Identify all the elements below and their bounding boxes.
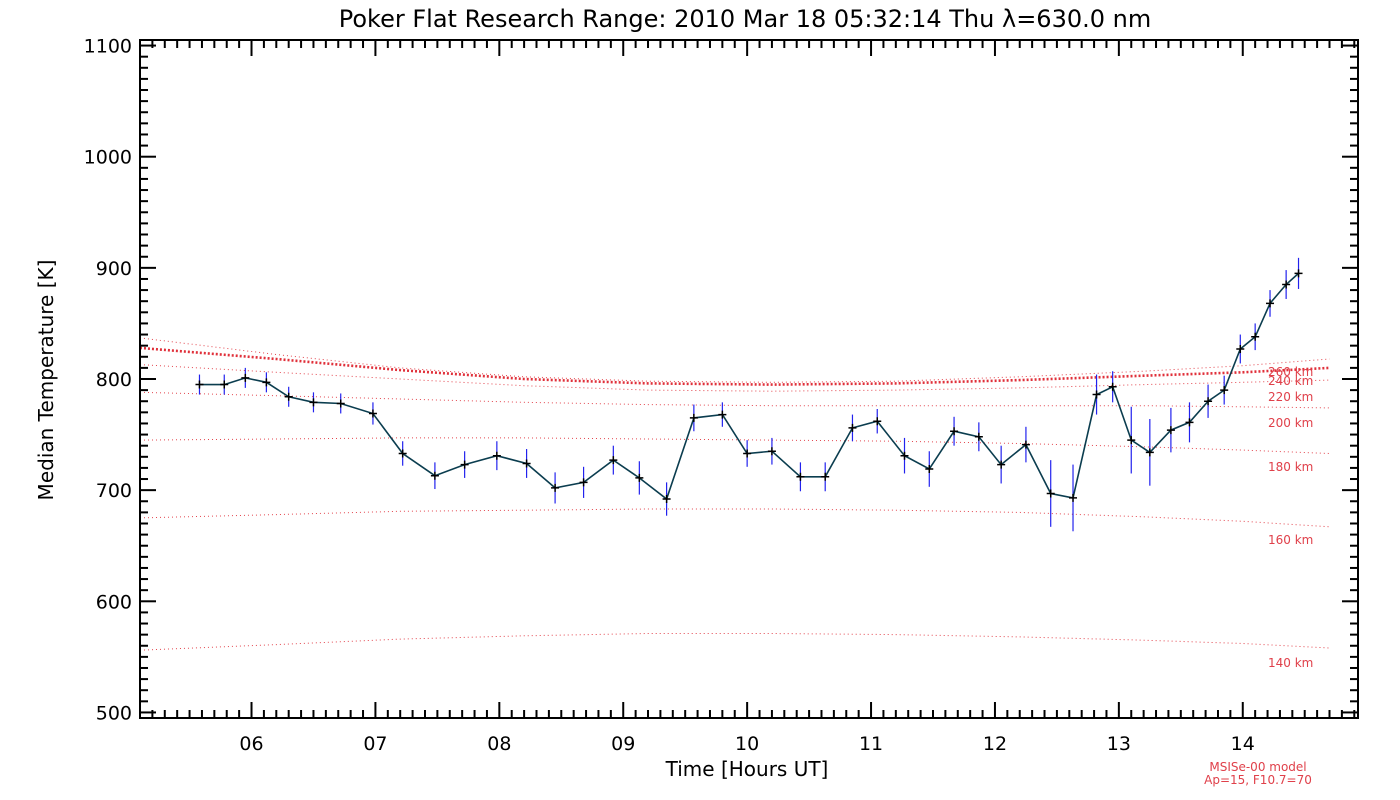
data-point [1046, 489, 1055, 498]
data-point [925, 465, 934, 474]
x-tick-label: 13 [1107, 733, 1131, 755]
data-point [662, 495, 671, 504]
chart-title: Poker Flat Research Range: 2010 Mar 18 0… [339, 5, 1151, 33]
data-point [241, 373, 250, 382]
model-curve-220-km [139, 364, 1330, 392]
data-point [767, 447, 776, 456]
data-point [1266, 299, 1275, 308]
model-curve-140-km [139, 633, 1330, 651]
x-tick-label: 06 [239, 733, 263, 755]
data-point [1185, 418, 1194, 427]
data-point [950, 427, 959, 436]
data-point [718, 410, 727, 419]
y-tick-label: 1000 [84, 147, 132, 169]
data-point [1127, 436, 1136, 445]
measured-series [195, 257, 1303, 532]
data-point [492, 451, 501, 460]
x-tick-label: 12 [983, 733, 1007, 755]
data-point [1145, 448, 1154, 457]
data-point [1021, 440, 1030, 449]
data-point [522, 459, 531, 468]
data-point [195, 380, 204, 389]
model-curve-260-km [139, 337, 1330, 383]
altitude-label: 260 km [1268, 365, 1313, 379]
data-point [398, 449, 407, 458]
altitude-label: 140 km [1268, 656, 1313, 670]
model-note-line-2: Ap=15, F10.7=70 [1204, 773, 1312, 787]
data-point [284, 392, 293, 401]
data-point [1204, 397, 1213, 406]
plot-frame [139, 39, 1359, 719]
model-curve-200-km [139, 391, 1330, 409]
data-point [974, 432, 983, 441]
data-point [579, 478, 588, 487]
data-point [368, 409, 377, 418]
data-point [262, 378, 271, 387]
model-note-line-1: MSISe-00 model [1209, 760, 1306, 774]
altitude-label: 220 km [1268, 390, 1313, 404]
x-axis-label: Time [Hours UT] [665, 757, 829, 781]
data-point [997, 460, 1006, 469]
data-point [1220, 386, 1229, 395]
altitude-label: 180 km [1268, 460, 1313, 474]
data-point [900, 451, 909, 460]
data-point [689, 413, 698, 422]
data-point [1251, 332, 1260, 341]
data-point [1069, 493, 1078, 502]
data-point [743, 449, 752, 458]
data-point [1092, 390, 1101, 399]
y-tick-label: 700 [96, 480, 132, 502]
data-point [551, 483, 560, 492]
x-tick-label: 14 [1231, 733, 1255, 755]
data-point [873, 417, 882, 426]
data-point [635, 473, 644, 482]
data-point [609, 456, 618, 465]
tick-labels: 500 600 700 800 900 1000 1100 06 07 08 09 10 11 12 13 1… [84, 36, 1255, 755]
data-point [1236, 344, 1245, 353]
model-curves [139, 337, 1330, 651]
altitude-label: 200 km [1268, 416, 1313, 430]
y-tick-label: 800 [96, 369, 132, 391]
x-tick-label: 07 [363, 733, 387, 755]
model-curve-180-km [139, 437, 1330, 454]
data-point [336, 399, 345, 408]
data-point [460, 460, 469, 469]
tick-marks [140, 40, 1358, 718]
plot-border [139, 39, 1359, 719]
y-axis-label: Median Temperature [K] [34, 260, 58, 501]
y-tick-label: 900 [96, 258, 132, 280]
measured-line [199, 272, 1300, 501]
data-point [796, 472, 805, 481]
x-tick-label: 08 [487, 733, 511, 755]
y-tick-label: 500 [96, 702, 132, 724]
y-tick-label: 600 [96, 591, 132, 613]
data-point [430, 471, 439, 480]
y-tick-label: 1100 [84, 36, 132, 58]
data-point [1294, 269, 1303, 278]
data-point [1282, 280, 1291, 289]
model-curve-240-km [139, 346, 1330, 386]
model-curve-160-km [139, 508, 1330, 528]
x-tick-label: 10 [735, 733, 759, 755]
data-point [1108, 382, 1117, 391]
x-tick-label: 09 [611, 733, 635, 755]
data-point [309, 398, 318, 407]
altitude-label: 160 km [1268, 533, 1313, 547]
x-tick-label: 11 [859, 733, 883, 755]
data-point [848, 423, 857, 432]
altitude-label: 240 km [1268, 374, 1313, 388]
data-point [1166, 426, 1175, 435]
data-point [220, 380, 229, 389]
data-point [821, 472, 830, 481]
